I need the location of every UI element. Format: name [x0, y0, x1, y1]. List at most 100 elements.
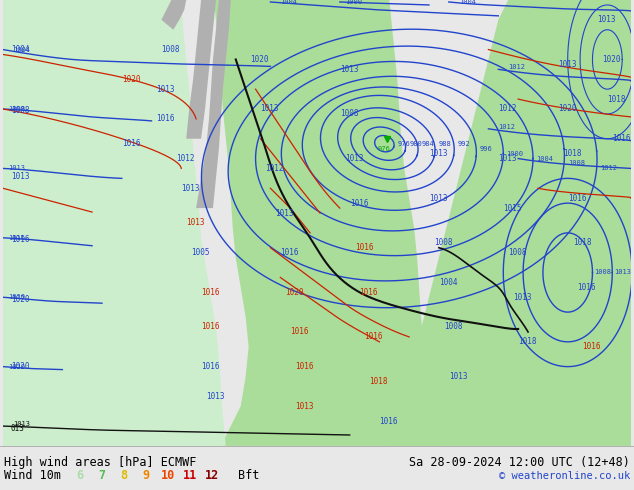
- Polygon shape: [214, 0, 439, 446]
- Text: 1020: 1020: [602, 55, 621, 64]
- Text: 1016: 1016: [280, 248, 299, 257]
- Text: 1008: 1008: [340, 109, 358, 119]
- Text: 1004: 1004: [536, 155, 553, 162]
- Text: 1013: 1013: [157, 85, 175, 94]
- Text: 1004: 1004: [11, 45, 29, 54]
- Text: 1008: 1008: [162, 45, 180, 54]
- Text: 1008: 1008: [444, 322, 462, 332]
- Text: © weatheronline.co.uk: © weatheronline.co.uk: [499, 471, 630, 481]
- Text: 1013: 1013: [181, 184, 200, 193]
- Text: 9: 9: [143, 469, 150, 483]
- Text: 1016: 1016: [122, 139, 140, 148]
- Text: 1013: 1013: [614, 270, 631, 275]
- Text: 1013: 1013: [8, 166, 25, 171]
- Text: 992: 992: [458, 141, 470, 147]
- Text: 988: 988: [439, 141, 451, 147]
- Text: 1016: 1016: [157, 114, 175, 123]
- Text: 1013: 1013: [513, 293, 532, 302]
- Text: 1018: 1018: [607, 95, 626, 103]
- Text: 7: 7: [98, 469, 106, 483]
- Text: 1013: 1013: [13, 421, 30, 427]
- Text: 1020: 1020: [11, 362, 29, 371]
- Text: 1013: 1013: [429, 149, 448, 158]
- Text: 1020: 1020: [11, 295, 29, 304]
- Text: 1013: 1013: [186, 219, 205, 227]
- Text: 976: 976: [398, 141, 410, 147]
- Text: 6: 6: [77, 469, 84, 483]
- Text: 1020: 1020: [122, 75, 140, 84]
- Text: Sa 28-09-2024 12:00 UTC (12+48): Sa 28-09-2024 12:00 UTC (12+48): [409, 456, 630, 469]
- Text: 1016: 1016: [612, 134, 631, 143]
- Text: 1016: 1016: [201, 362, 219, 371]
- Text: 1013: 1013: [345, 154, 363, 163]
- Text: 1016: 1016: [379, 416, 398, 426]
- Text: 1013: 1013: [597, 15, 616, 24]
- Text: 1018: 1018: [518, 337, 536, 346]
- Text: 1012: 1012: [498, 104, 517, 114]
- Text: 1008: 1008: [567, 161, 585, 167]
- Text: 1018: 1018: [573, 238, 591, 247]
- Text: 1004: 1004: [280, 0, 297, 5]
- Text: 1008: 1008: [434, 238, 453, 247]
- Polygon shape: [196, 0, 231, 208]
- Text: 1012: 1012: [600, 166, 618, 171]
- Text: 1016: 1016: [567, 194, 586, 203]
- Text: 1013: 1013: [275, 209, 294, 218]
- Text: 1004: 1004: [458, 0, 476, 5]
- Text: 1016: 1016: [350, 198, 368, 208]
- Text: 1016: 1016: [11, 235, 29, 245]
- Text: 1016: 1016: [201, 288, 219, 297]
- Text: 1004: 1004: [439, 278, 457, 287]
- Text: 1020: 1020: [8, 294, 25, 300]
- Text: Wind 10m: Wind 10m: [4, 469, 61, 483]
- Text: 1012: 1012: [176, 154, 195, 163]
- Text: 1008: 1008: [11, 106, 29, 116]
- Text: Bft: Bft: [238, 469, 259, 483]
- Text: 1013: 1013: [449, 372, 467, 381]
- Text: 1016: 1016: [8, 235, 25, 241]
- Text: 1016: 1016: [583, 343, 601, 351]
- Polygon shape: [389, 0, 631, 446]
- Text: 1016: 1016: [365, 332, 383, 342]
- Text: 1013: 1013: [206, 392, 224, 401]
- Text: 1013: 1013: [11, 172, 29, 181]
- Text: 980: 980: [409, 141, 422, 147]
- Text: 1015: 1015: [503, 203, 522, 213]
- Polygon shape: [186, 0, 216, 139]
- Text: 1018: 1018: [563, 149, 581, 158]
- Text: 1020: 1020: [250, 55, 269, 64]
- Text: 1020: 1020: [285, 288, 304, 297]
- Text: 1012: 1012: [266, 164, 284, 173]
- Text: 1005: 1005: [191, 248, 210, 257]
- Text: 996: 996: [479, 146, 492, 151]
- Text: 10: 10: [161, 469, 175, 483]
- Text: 1004: 1004: [13, 47, 30, 52]
- Text: 12: 12: [205, 469, 219, 483]
- Text: 1008: 1008: [595, 270, 611, 275]
- Text: 1000: 1000: [345, 0, 362, 5]
- Text: 1013: 1013: [340, 65, 358, 74]
- Text: 1012: 1012: [508, 64, 525, 71]
- Text: 1008: 1008: [8, 106, 25, 112]
- Polygon shape: [3, 0, 226, 446]
- Text: 013: 013: [11, 423, 25, 433]
- Text: 1016: 1016: [359, 288, 378, 297]
- Text: 1016: 1016: [354, 243, 373, 252]
- Text: High wind areas [hPa] ECMWF: High wind areas [hPa] ECMWF: [4, 456, 197, 469]
- Text: 8: 8: [120, 469, 127, 483]
- Text: 1013: 1013: [261, 104, 279, 114]
- Text: 1013: 1013: [558, 60, 576, 69]
- Text: 1020: 1020: [8, 364, 25, 369]
- Text: 1013: 1013: [429, 194, 448, 203]
- Text: 1012: 1012: [498, 124, 515, 130]
- Text: 1000: 1000: [507, 150, 523, 157]
- Text: 1016: 1016: [578, 283, 596, 292]
- Text: 1018: 1018: [370, 377, 388, 386]
- Text: 1016: 1016: [295, 362, 314, 371]
- Text: 1016: 1016: [201, 322, 219, 332]
- Text: 1008: 1008: [508, 248, 527, 257]
- Text: 1013: 1013: [498, 154, 517, 163]
- Text: 1013: 1013: [295, 402, 314, 411]
- Text: 1016: 1016: [290, 327, 309, 337]
- Text: 1020: 1020: [558, 104, 576, 114]
